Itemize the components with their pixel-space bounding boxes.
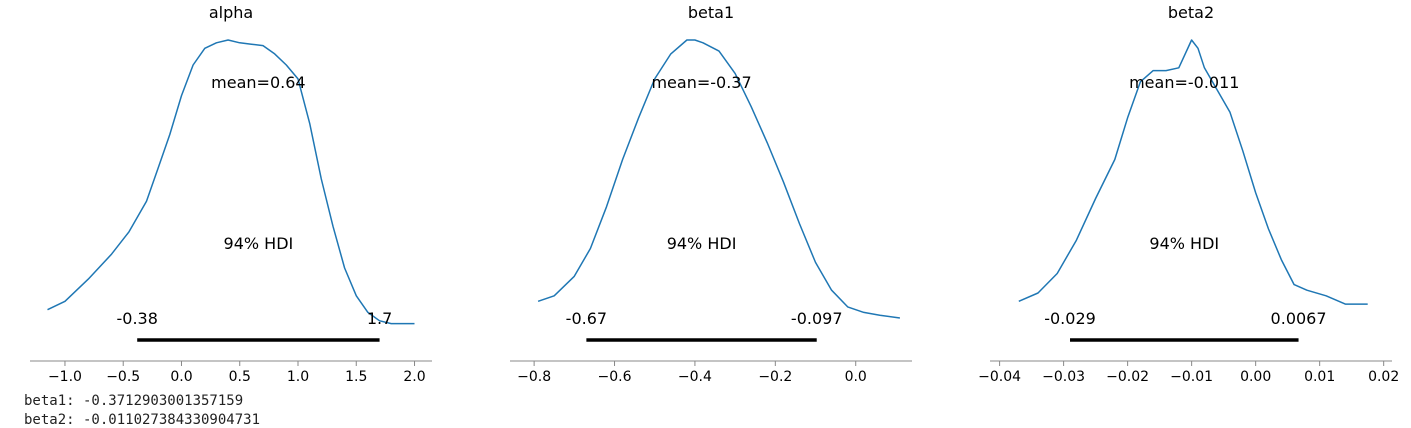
x-tick-label: 0.0 [845,369,867,385]
panel-title: beta2 [1168,3,1214,22]
density-curve [1018,39,1368,305]
hdi-lower-label: -0.029 [1044,309,1096,328]
kde-panel-beta1: −0.8 −0.6 −0.4 −0.2 0.0 beta1 -0.67 -0.097 mean=… [510,3,912,385]
x-tick-label: −0.02 [1106,369,1149,385]
x-tick-label: 0.00 [1240,369,1271,385]
x-tick-label: 0.0 [170,369,192,385]
hdi-caption: 94% HDI [667,234,737,253]
mean-label: mean=-0.011 [1129,73,1239,92]
x-tick-label: 0.01 [1304,369,1335,385]
console-output-line-beta1: beta1: -0.3712903001357159 [24,393,244,409]
hdi-upper-label: -0.097 [791,309,843,328]
mean-label: mean=-0.37 [651,73,751,92]
x-tick-label: 2.0 [403,369,425,385]
x-tick-label: −0.2 [758,369,792,385]
x-tick-label: 1.5 [345,369,367,385]
hdi-upper-label: 1.7 [367,309,392,328]
panel-title: beta1 [688,3,734,22]
x-tick-label: −0.03 [1042,369,1085,385]
x-tick-label: −0.4 [678,369,712,385]
kde-panel-alpha: −1.0 −0.5 0.0 0.5 1.0 1.5 2.0 alpha -0.38 1.7 mean… [30,3,432,385]
density-curve [47,39,415,325]
hdi-caption: 94% HDI [1149,234,1219,253]
console-output-line-beta2: beta2: -0.011027384330904731 [24,412,261,428]
density-curve [537,39,901,319]
hdi-upper-label: 0.0067 [1271,309,1327,328]
mean-label: mean=0.64 [211,73,305,92]
hdi-lower-label: -0.67 [566,309,607,328]
x-tick-label: 0.5 [229,369,251,385]
x-tick-label: 0.02 [1368,369,1399,385]
x-tick-label: −0.8 [517,369,551,385]
hdi-lower-label: -0.38 [116,309,157,328]
hdi-caption: 94% HDI [224,234,294,253]
x-tick-label: −1.0 [48,369,82,385]
panel-title: alpha [209,3,253,22]
x-tick-label: −0.6 [598,369,632,385]
x-tick-label: −0.01 [1170,369,1213,385]
x-tick-label: −0.5 [106,369,140,385]
x-tick-label: −0.04 [978,369,1021,385]
x-tick-label: 1.0 [287,369,309,385]
kde-panel-beta2: −0.04 −0.03 −0.02 −0.01 0.00 0.01 0.02 beta2 -0.… [978,3,1399,385]
